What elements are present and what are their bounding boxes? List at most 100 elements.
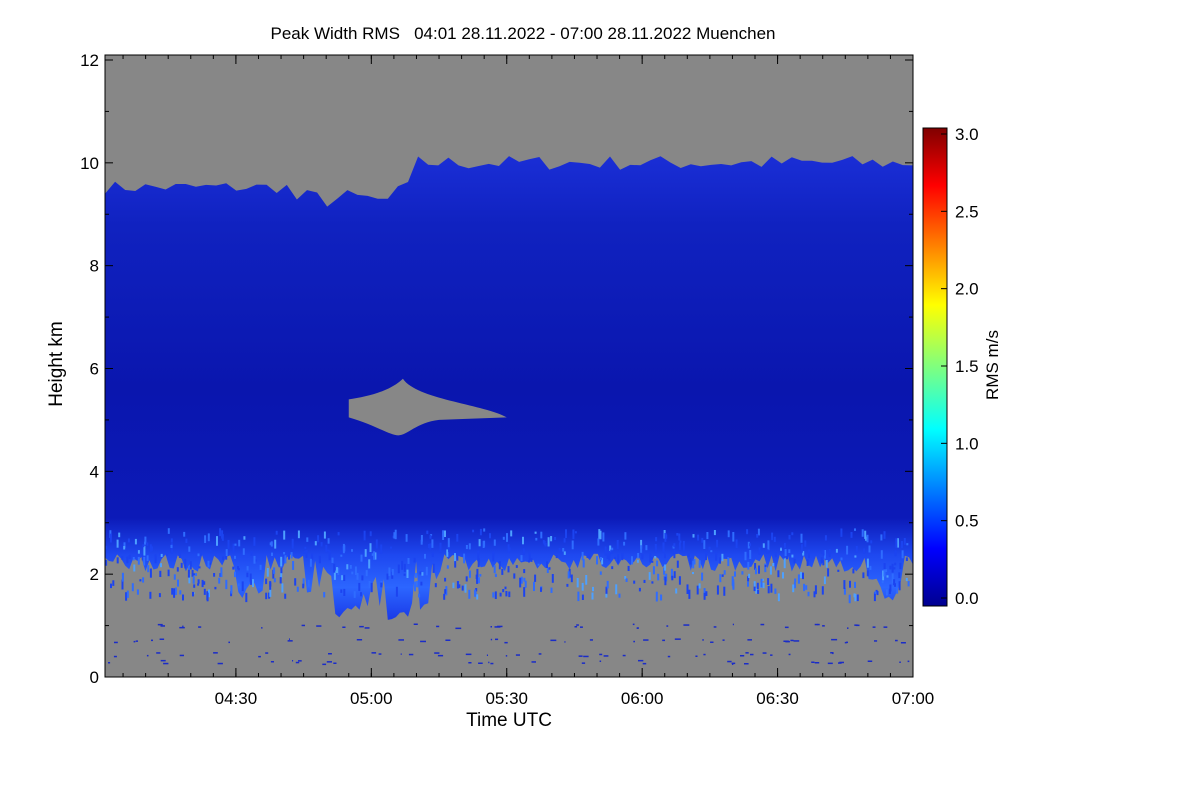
speckle: [562, 548, 565, 552]
speckle: [780, 548, 782, 551]
low-dot: [622, 654, 626, 657]
low-dot: [578, 655, 583, 657]
speckle: [713, 530, 716, 536]
speckle: [391, 569, 394, 576]
speckle: [791, 554, 794, 558]
colorbar-tick-label: 2.5: [955, 202, 979, 221]
speckle: [723, 586, 726, 596]
speckle: [197, 579, 200, 584]
speckle: [259, 564, 262, 570]
speckle: [625, 578, 628, 582]
speckle: [599, 530, 602, 540]
speckle: [753, 583, 756, 592]
speckle: [456, 581, 459, 589]
speckle: [343, 545, 346, 552]
boundary-layer-speckles: [105, 528, 910, 604]
low-dot: [364, 627, 370, 629]
speckle: [824, 550, 826, 559]
speckle: [477, 550, 480, 561]
low-dot: [301, 624, 305, 627]
speckle: [446, 549, 449, 557]
speckle: [110, 583, 112, 589]
speckle: [597, 538, 600, 546]
speckle: [673, 571, 676, 579]
speckle: [741, 571, 744, 575]
speckle: [648, 572, 651, 580]
speckle: [891, 573, 894, 584]
speckle: [170, 544, 173, 548]
speckle: [154, 554, 157, 564]
speckle: [802, 551, 805, 556]
speckle: [756, 582, 759, 589]
speckle: [898, 572, 901, 579]
speckle: [664, 564, 667, 571]
speckle: [452, 582, 455, 589]
speckle: [701, 537, 704, 543]
low-dot: [157, 623, 163, 626]
low-dot: [867, 660, 873, 662]
speckle: [627, 565, 630, 571]
speckle: [443, 593, 446, 600]
speckle: [184, 558, 187, 569]
speckle: [558, 547, 561, 552]
speckle: [283, 530, 286, 540]
low-dot: [740, 655, 745, 657]
low-dot: [727, 660, 732, 663]
speckle: [158, 593, 161, 598]
speckle: [508, 547, 511, 551]
y-axis-label: Height km: [46, 321, 67, 407]
speckle: [349, 565, 352, 569]
speckle: [126, 590, 129, 598]
speckle: [508, 591, 511, 598]
speckle: [854, 555, 857, 558]
speckle: [758, 547, 761, 555]
speckle: [624, 532, 627, 540]
low-dot: [179, 626, 185, 629]
speckle: [846, 545, 849, 555]
speckle: [886, 575, 889, 578]
speckle: [520, 555, 523, 562]
speckle: [429, 543, 432, 550]
speckle: [284, 555, 287, 564]
low-dot: [722, 639, 725, 641]
speckle: [203, 581, 206, 585]
speckle: [723, 570, 726, 575]
speckle: [365, 570, 368, 577]
speckle: [465, 545, 468, 550]
speckle: [134, 538, 137, 545]
speckle: [505, 591, 508, 597]
speckle: [848, 594, 851, 604]
speckle: [588, 552, 591, 559]
colorbar-tick-label: 1.0: [955, 434, 979, 453]
speckle: [360, 592, 362, 597]
speckle: [686, 584, 689, 594]
low-dot: [747, 639, 752, 641]
speckle: [360, 554, 363, 562]
speckle: [504, 586, 507, 590]
speckle: [494, 573, 497, 577]
low-dot: [827, 662, 833, 665]
speckle: [563, 551, 566, 555]
low-dot: [495, 638, 499, 641]
low-dot: [179, 654, 184, 657]
low-dot: [292, 660, 294, 662]
speckle: [546, 561, 548, 568]
low-dot: [667, 655, 671, 658]
speckle: [474, 589, 477, 597]
speckle: [203, 588, 206, 595]
speckle: [764, 563, 767, 573]
speckle: [337, 532, 340, 536]
speckle: [444, 530, 446, 537]
low-dot: [895, 639, 898, 642]
speckle: [425, 566, 428, 576]
speckle: [234, 543, 237, 546]
speckle: [827, 568, 830, 577]
speckle: [767, 540, 770, 551]
speckle: [687, 553, 690, 558]
speckle: [664, 553, 666, 559]
y-tick-label: 8: [90, 257, 99, 276]
low-dot: [900, 642, 906, 644]
speckle: [468, 543, 471, 550]
low-dot: [163, 662, 169, 665]
low-dot: [830, 652, 834, 654]
